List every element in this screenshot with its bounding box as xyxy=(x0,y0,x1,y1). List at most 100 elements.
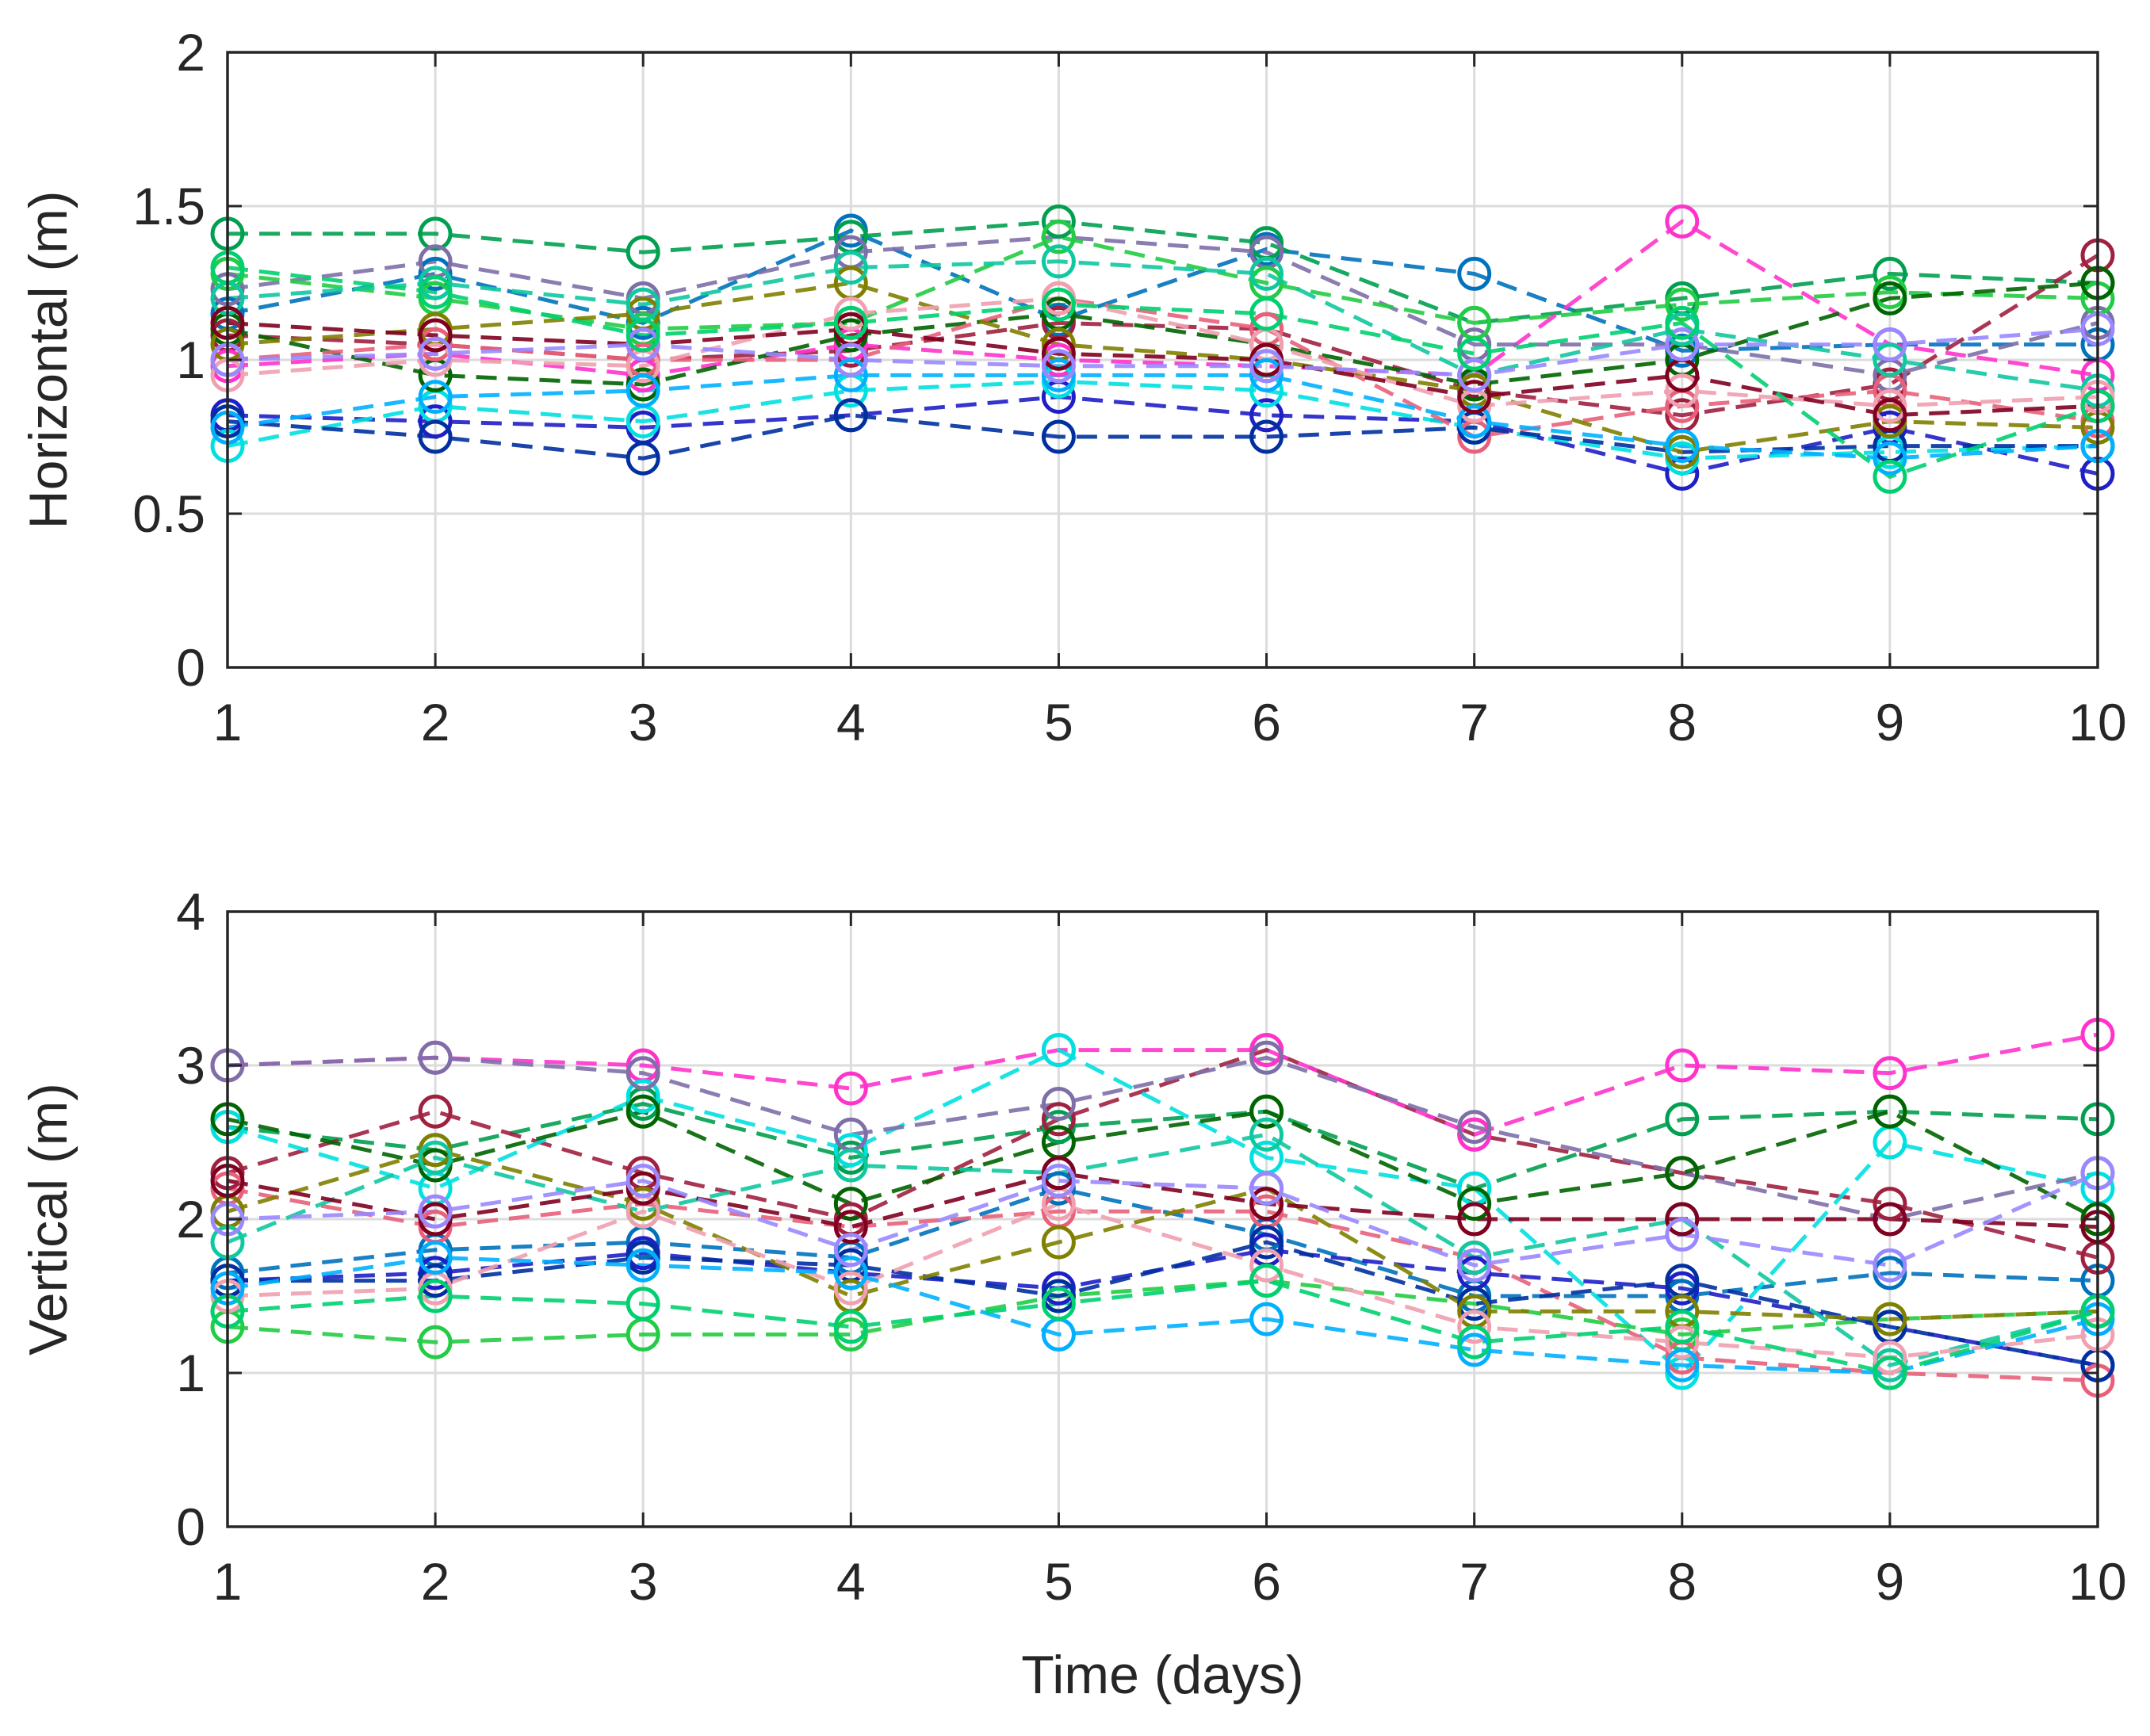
y-tick-label: 2 xyxy=(176,1190,205,1248)
data-point-s3 xyxy=(1041,204,1076,239)
series-line-s18 xyxy=(227,1279,2098,1375)
x-tick-label: 4 xyxy=(836,1552,866,1611)
series-line-s10 xyxy=(227,1186,2098,1383)
y-tick-label: 1 xyxy=(176,331,205,389)
x-tick-label: 10 xyxy=(2068,1552,2126,1611)
data-point-s14 xyxy=(833,1271,868,1306)
data-point-s18 xyxy=(833,305,868,340)
data-point-s10 xyxy=(418,327,453,362)
data-point-s17 xyxy=(418,336,453,371)
series-line-s9 xyxy=(227,1109,2099,1222)
data-point-s8 xyxy=(1665,287,1700,322)
data-point-s15 xyxy=(833,1256,868,1291)
data-point-s18 xyxy=(1873,459,1907,494)
x-tick-label: 2 xyxy=(421,693,450,751)
data-point-s9 xyxy=(1665,1156,1700,1191)
series-line-s12 xyxy=(227,1148,2098,1321)
y-axis-label: Horizontal (m) xyxy=(18,191,78,530)
data-point-s18 xyxy=(625,318,660,353)
data-point-s16 xyxy=(1665,1202,1700,1237)
data-point-s7 xyxy=(1249,1040,1284,1075)
y-tick-label: 1.5 xyxy=(132,177,205,235)
series-group xyxy=(210,204,2115,494)
data-point-s16 xyxy=(1249,1187,1284,1222)
data-point-s7 xyxy=(625,1056,660,1091)
data-point-s7 xyxy=(1457,1110,1492,1145)
x-tick-label: 5 xyxy=(1044,693,1073,751)
data-point-s16 xyxy=(1873,1202,1907,1237)
x-axis-label: Time (days) xyxy=(1021,1645,1303,1705)
data-point-s4 xyxy=(418,1094,453,1129)
data-point-s14 xyxy=(1873,388,1907,423)
data-point-s3 xyxy=(1665,1102,1700,1137)
x-tick-label: 6 xyxy=(1252,693,1281,751)
data-point-s17 xyxy=(833,1233,868,1268)
data-point-s15 xyxy=(1249,1302,1284,1336)
data-point-s14 xyxy=(833,296,868,331)
x-tick-label: 8 xyxy=(1667,1552,1697,1611)
data-point-s16 xyxy=(1041,336,1076,371)
series-line-s6 xyxy=(227,379,2098,461)
data-point-s18 xyxy=(418,1279,453,1313)
x-tick-label: 1 xyxy=(213,1552,243,1611)
data-point-s18 xyxy=(1665,305,1700,340)
data-point-s1 xyxy=(418,256,453,291)
data-point-s9 xyxy=(1249,1094,1284,1129)
series-line-s3 xyxy=(227,1101,2098,1191)
data-point-s15 xyxy=(1041,358,1076,392)
data-point-s17 xyxy=(1665,1217,1700,1252)
data-point-s18 xyxy=(1249,1264,1284,1298)
data-point-s5 xyxy=(1873,1056,1907,1091)
x-tick-label: 9 xyxy=(1876,693,1905,751)
data-point-s17 xyxy=(1457,358,1492,392)
series-line-s17 xyxy=(227,1171,2099,1268)
data-point-s17 xyxy=(1041,1164,1076,1198)
data-point-s17 xyxy=(625,1164,660,1198)
data-point-s15 xyxy=(1457,404,1492,439)
y-tick-label: 0 xyxy=(176,1497,205,1556)
x-tick-label: 3 xyxy=(629,1552,658,1611)
y-tick-label: 1 xyxy=(176,1344,205,1402)
series-line-s7 xyxy=(227,1055,2098,1222)
data-point-s13 xyxy=(418,1140,453,1175)
data-point-s9 xyxy=(1457,1187,1492,1222)
series-line-s13 xyxy=(227,1132,2098,1368)
data-point-s5 xyxy=(1665,204,1700,239)
series-line-s15 xyxy=(227,1255,2098,1375)
data-point-s17 xyxy=(418,1194,453,1229)
series-line-s16 xyxy=(227,320,2098,418)
data-point-s13 xyxy=(1249,1117,1284,1152)
series-group xyxy=(210,1017,2115,1398)
series-line-s15 xyxy=(227,373,2098,461)
data-point-s8 xyxy=(418,1325,453,1359)
horizontal-error-plot: 1 2 3 4 5 6 7 8 9 10 0 0.5 1 1.5 2 Horizontal (m) xyxy=(18,23,2127,751)
series-line-s11 xyxy=(227,413,2098,461)
data-point-s2 xyxy=(418,404,453,439)
x-tick-label: 10 xyxy=(2068,693,2126,751)
data-point-s11 xyxy=(625,441,660,476)
tick-labels: 1 2 3 4 5 6 7 8 9 10 0 0.5 1 1.5 2 xyxy=(132,23,2126,751)
data-point-s16 xyxy=(833,1210,868,1245)
data-point-s17 xyxy=(625,327,660,362)
data-point-s18 xyxy=(1041,1287,1076,1321)
data-point-s4 xyxy=(1041,1102,1076,1137)
data-point-s17 xyxy=(833,342,868,377)
series-line-s2 xyxy=(227,1248,2098,1367)
data-point-s9 xyxy=(625,1094,660,1129)
data-point-s11 xyxy=(418,419,453,454)
data-point-s14 xyxy=(1457,1310,1492,1344)
data-point-s11 xyxy=(1249,1225,1284,1260)
data-point-s17 xyxy=(1457,1248,1492,1283)
series-line-s1 xyxy=(227,228,2098,353)
data-point-s18 xyxy=(1873,1356,1907,1390)
data-point-s13 xyxy=(1873,342,1907,377)
data-point-s14 xyxy=(1249,1248,1284,1283)
data-point-s3 xyxy=(418,216,453,251)
series-line-s17 xyxy=(227,327,2098,377)
series-line-s8 xyxy=(227,1279,2098,1344)
data-point-s17 xyxy=(1249,349,1284,384)
y-tick-label: 0 xyxy=(176,638,205,697)
series-line-s8 xyxy=(227,235,2098,331)
